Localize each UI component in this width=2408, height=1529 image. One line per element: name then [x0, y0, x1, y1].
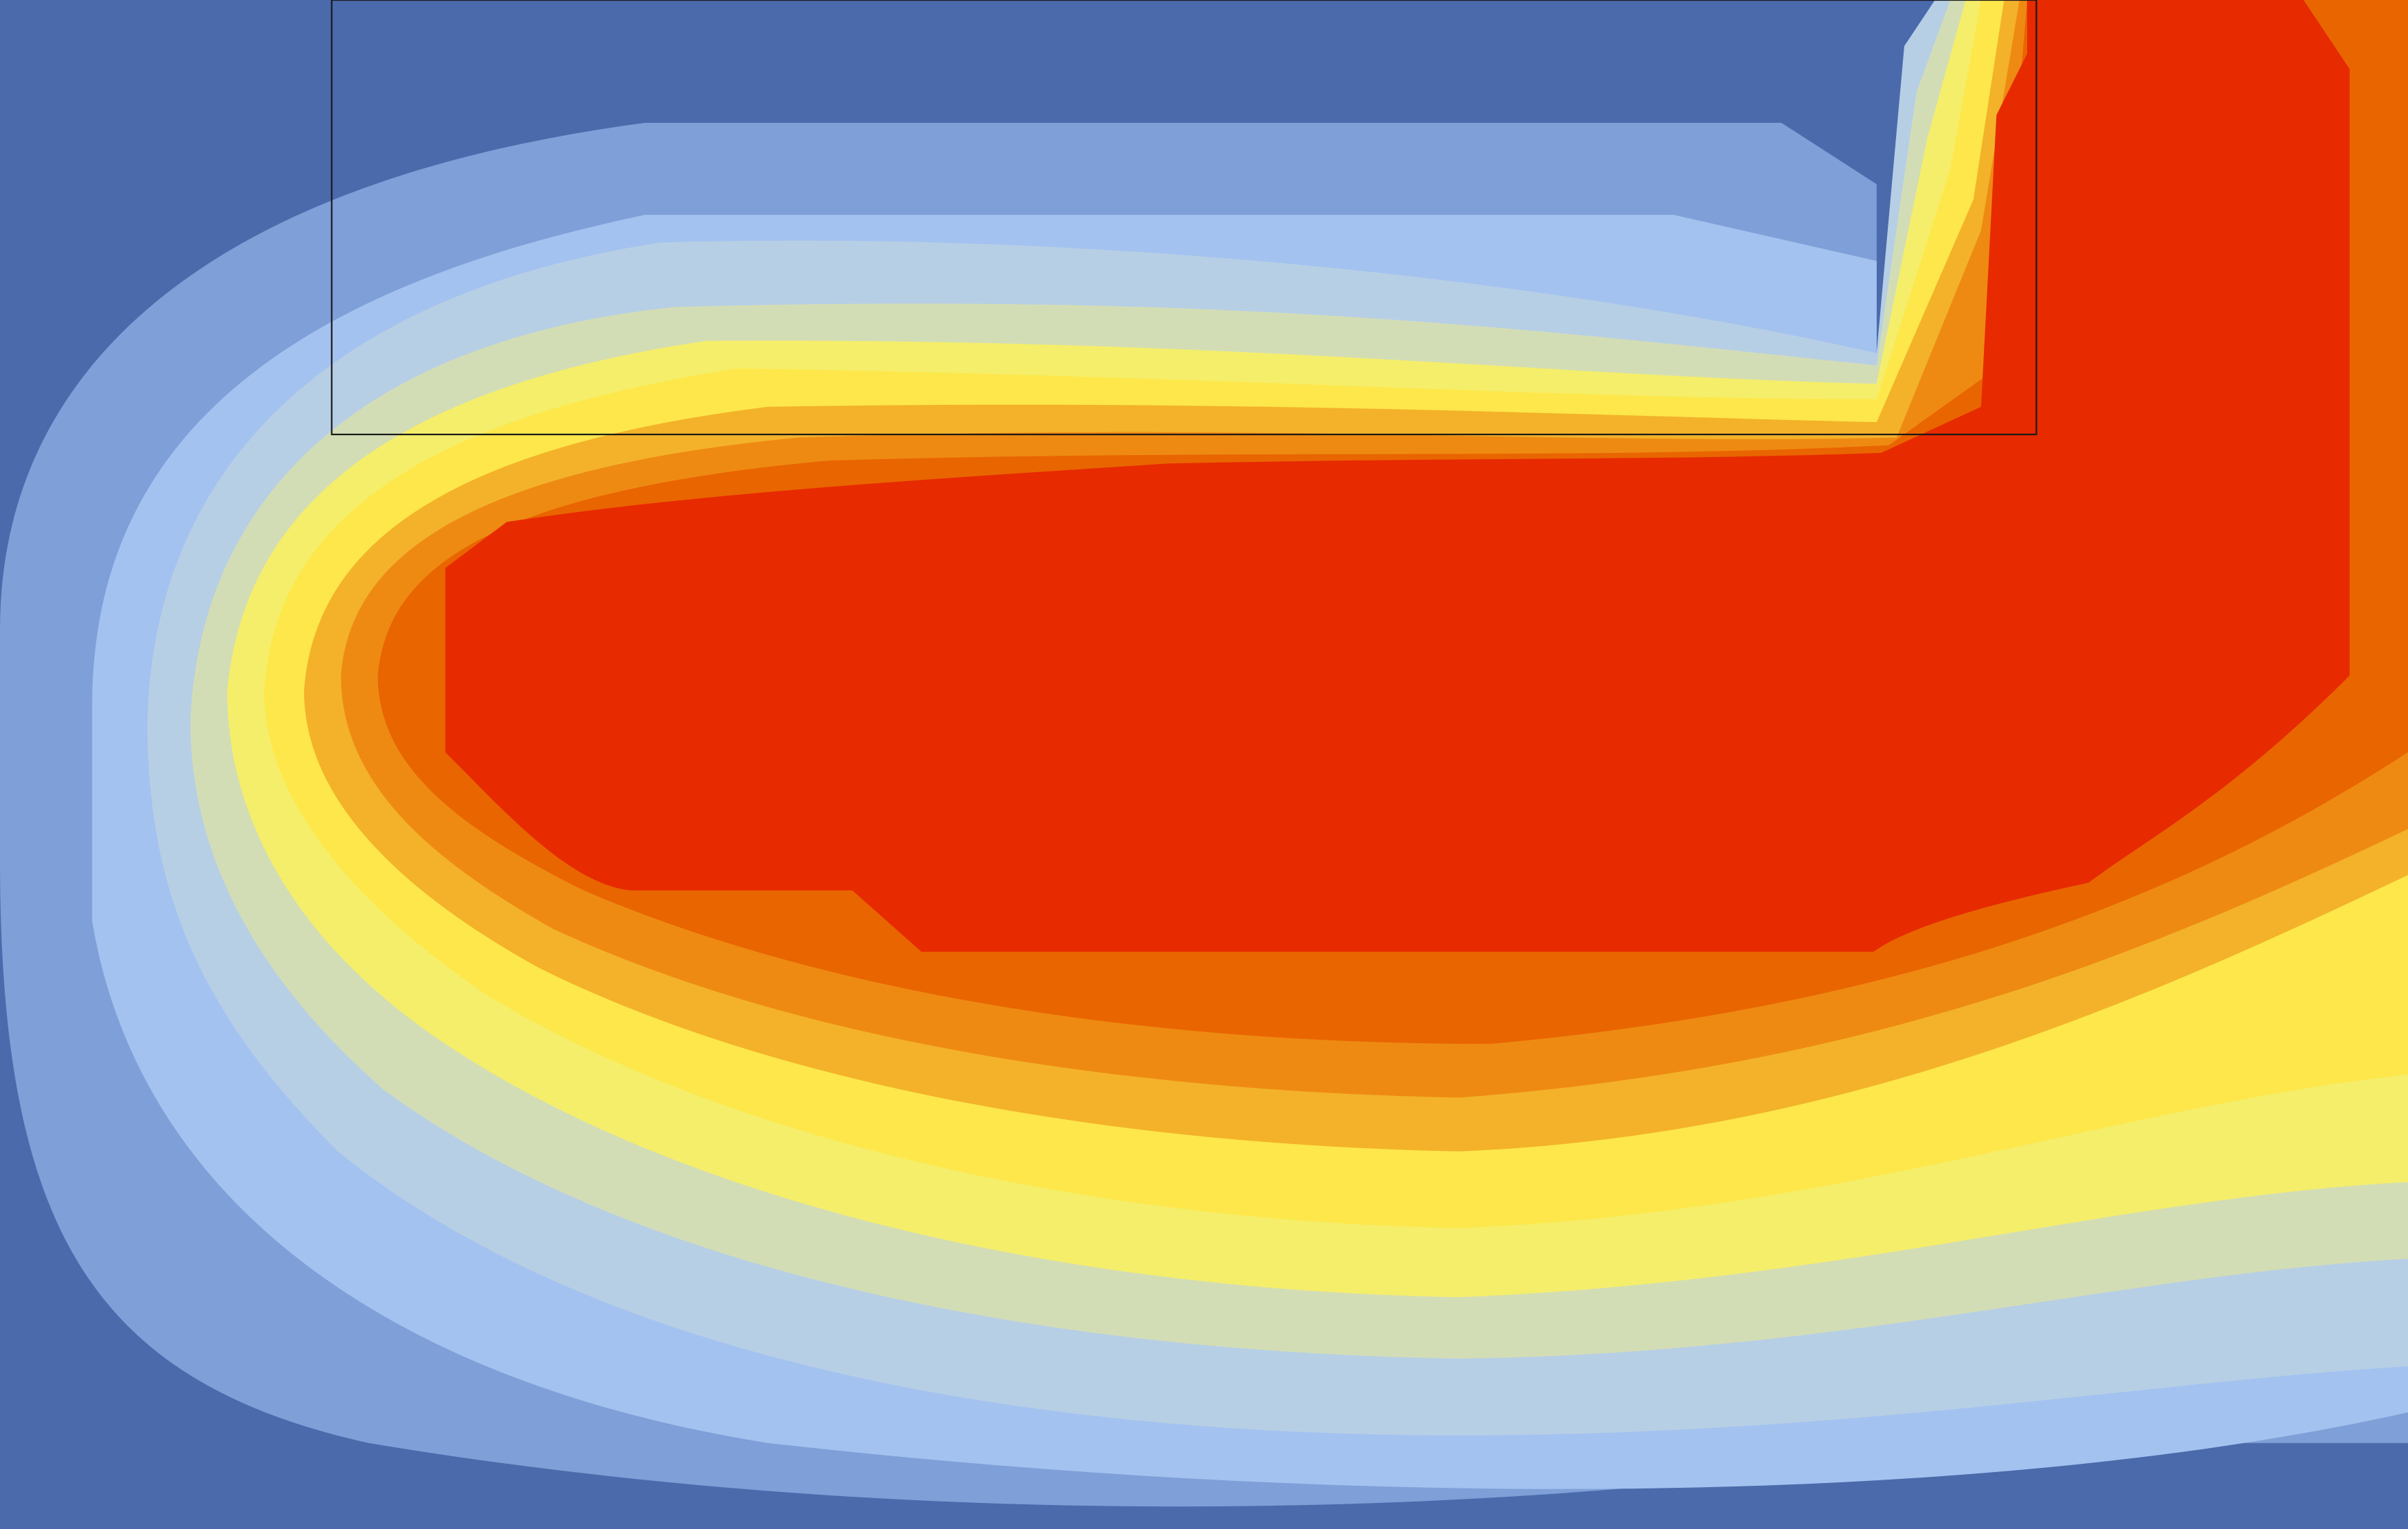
band-level-11: [445, 0, 2350, 952]
highlight-frame: [331, 0, 2037, 436]
